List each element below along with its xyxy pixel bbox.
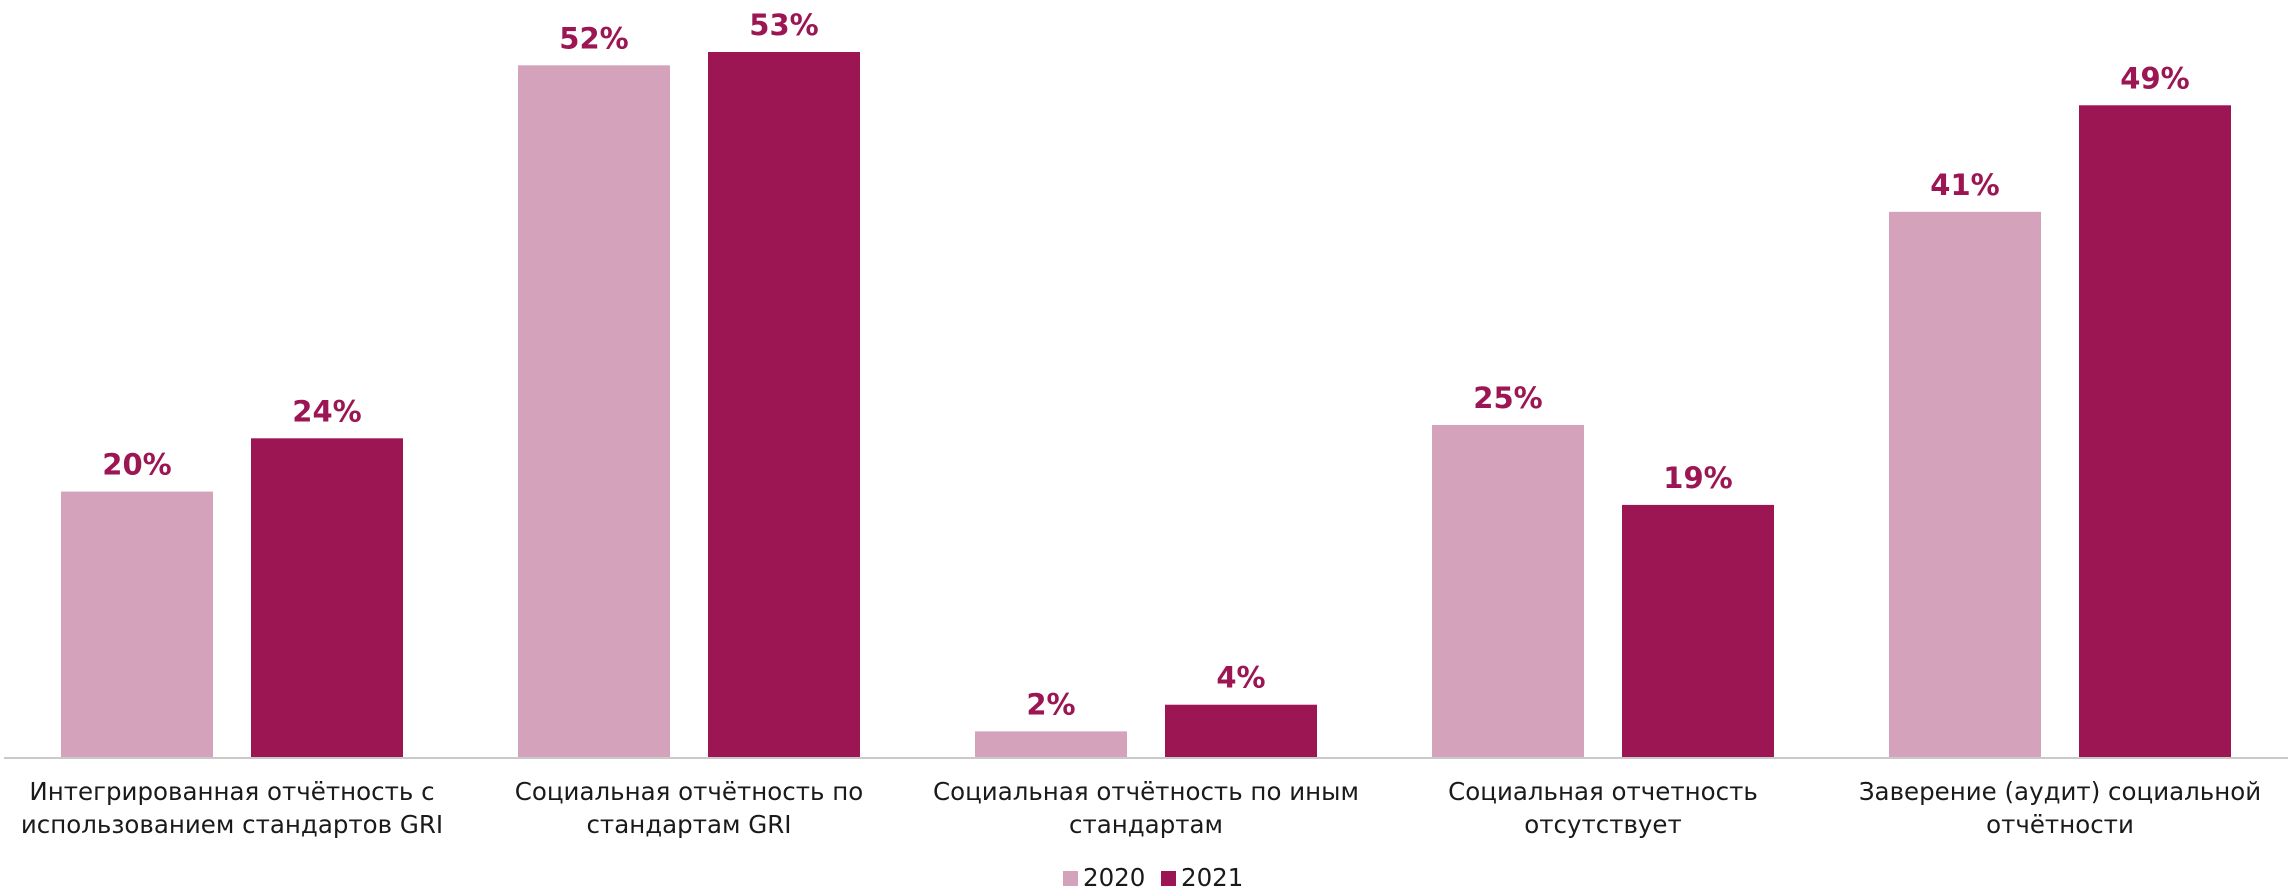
category-label-1-line-2: использованием стандартов GRI — [21, 810, 443, 839]
category-label-3-line-1: Социальная отчётность по иным — [933, 777, 1359, 806]
value-labels-group: 20% 24% 52% 53% 2% 4% 25% 19% 41% 49% — [102, 8, 2189, 721]
bar-2021-5 — [2079, 105, 2231, 758]
legend-swatch-2021 — [1161, 871, 1176, 886]
category-label-2-line-1: Социальная отчётность по — [515, 777, 863, 806]
value-label-2020-5: 41% — [1930, 168, 1999, 202]
category-label-1-line-1: Интегрированная отчётность с — [29, 777, 434, 806]
value-label-2021-4: 19% — [1663, 461, 1732, 495]
bar-2020-2 — [518, 65, 670, 759]
bars-group — [61, 52, 2231, 759]
bar-2021-1 — [251, 438, 403, 758]
category-label-5-line-2: отчётности — [1986, 810, 2134, 839]
bar-2020-3 — [975, 731, 1127, 758]
value-label-2020-3: 2% — [1026, 687, 1075, 721]
value-label-2020-2: 52% — [559, 21, 628, 55]
category-label-2-line-2: стандартам GRI — [586, 810, 791, 839]
legend-swatch-2020 — [1063, 871, 1078, 886]
value-label-2020-4: 25% — [1473, 381, 1542, 415]
value-label-2021-1: 24% — [292, 394, 361, 428]
value-label-2021-2: 53% — [749, 8, 818, 42]
category-label-3-line-2: стандартам — [1069, 810, 1223, 839]
legend: 2020 2021 — [1063, 863, 1243, 888]
bar-2020-5 — [1889, 211, 2041, 758]
legend-label-2020: 2020 — [1083, 863, 1145, 888]
bar-2020-4 — [1432, 424, 1584, 758]
legend-label-2021: 2021 — [1181, 863, 1243, 888]
value-label-2021-5: 49% — [2120, 61, 2189, 95]
category-label-4-line-1: Социальная отчетность — [1448, 777, 1758, 806]
value-label-2020-1: 20% — [102, 448, 171, 482]
bar-2021-4 — [1622, 504, 1774, 758]
value-label-2021-3: 4% — [1216, 661, 1265, 695]
category-label-4-line-2: отсутствует — [1524, 810, 1682, 839]
bar-2021-2 — [708, 52, 860, 758]
category-label-5-line-1: Заверение (аудит) социальной — [1859, 777, 2261, 806]
category-labels-group: Интегрированная отчётность с использовани… — [21, 777, 2261, 839]
bar-2021-3 — [1165, 704, 1317, 758]
bar-2020-1 — [61, 491, 213, 758]
